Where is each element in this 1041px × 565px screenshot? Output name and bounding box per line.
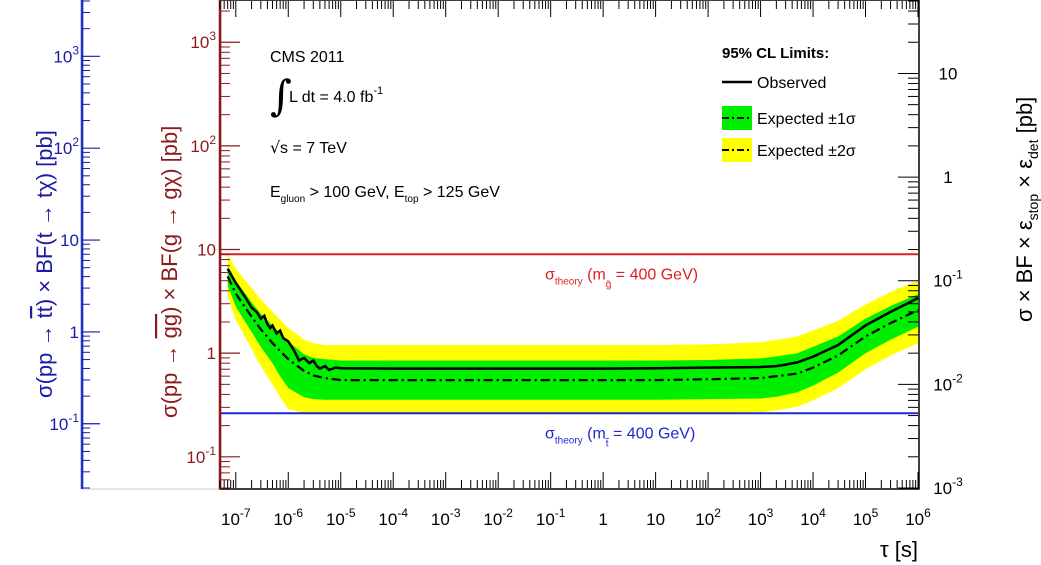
- theory-label-stop: σtheory (mt̃ = 400 GeV): [545, 425, 695, 449]
- x-tick-label: 104: [800, 506, 826, 529]
- observed-limit-line: [226, 268, 919, 372]
- x-tick-label: 10: [646, 510, 665, 529]
- x-tick-label: 10-2: [483, 506, 513, 529]
- stop-tick-label: 103: [53, 43, 79, 66]
- legend-observed: Observed: [757, 75, 826, 92]
- gluino-tick-label: 103: [190, 29, 216, 52]
- stop-tick-label: 1: [70, 323, 79, 342]
- right-tick-label: 10-2: [933, 371, 963, 394]
- legend-expected2: Expected ±2σ: [757, 143, 856, 160]
- legend-expected1: Expected ±1σ: [757, 111, 856, 128]
- stop-tick-label: 102: [53, 135, 79, 158]
- x-tick-label: 1: [598, 510, 607, 529]
- legend: 95% CL Limits: Observed Expected ±1σ Exp…: [722, 45, 856, 162]
- x-tick-label: 103: [748, 506, 774, 529]
- x-tick-label: 102: [695, 506, 721, 529]
- x-tick-label: 10-6: [273, 506, 303, 529]
- gluino-tick-label: 102: [190, 133, 216, 156]
- expected-median-line: [226, 275, 919, 382]
- right-tick-label: 10: [939, 64, 958, 83]
- x-tick-label: 10-7: [221, 506, 251, 529]
- theory-label-gluino: σtheory (mg̃ = 400 GeV): [545, 266, 698, 290]
- lumi-label: L dt = 4.0 fb-1: [289, 85, 383, 106]
- sqrt-symbol: √: [270, 138, 281, 157]
- right-tick-label: 1: [943, 168, 952, 187]
- gluino-tick-label: 1: [207, 344, 216, 363]
- x-tick-label: 10-3: [431, 506, 461, 529]
- annotation-block: CMS 2011 ∫ L dt = 4.0 fb-1 √ s = 7 TeV E…: [270, 49, 500, 205]
- stop-axis-title: σ(pp → tt) × BF(t → tχ) [pb]: [32, 130, 57, 398]
- stop-tick-label: 10: [60, 231, 79, 250]
- experiment-label: CMS 2011: [270, 49, 345, 66]
- plot-frame: [219, 0, 920, 490]
- sqrt-s-label: s = 7 TeV: [280, 140, 347, 157]
- stop-tick-label: 10-1: [49, 411, 79, 434]
- legend-title: 95% CL Limits:: [722, 45, 829, 62]
- x-tick-label: 10-1: [536, 506, 566, 529]
- x-axis-title: τ [s]: [880, 537, 918, 562]
- x-tick-label: 10-4: [378, 506, 408, 529]
- gluino-tick-label: 10-1: [186, 444, 216, 467]
- gluino-axis-title: σ(pp → gg) × BF(g → gχ) [pb]: [157, 126, 182, 418]
- integral-sign: ∫: [270, 71, 292, 120]
- gluino-tick-label: 10: [197, 241, 216, 260]
- energy-cuts-label: Egluon > 100 GeV, Etop > 125 GeV: [270, 184, 500, 205]
- right-tick-label: 10-3: [933, 475, 963, 498]
- x-tick-label: 10-5: [326, 506, 356, 529]
- x-tick-label: 105: [853, 506, 879, 529]
- right-tick-label: 10-1: [933, 268, 963, 291]
- right-axis-title: σ × BF × εstop × εdet [pb]: [1012, 97, 1041, 322]
- stop-axis-panel-inner: [84, 0, 220, 488]
- x-tick-label: 106: [905, 506, 931, 529]
